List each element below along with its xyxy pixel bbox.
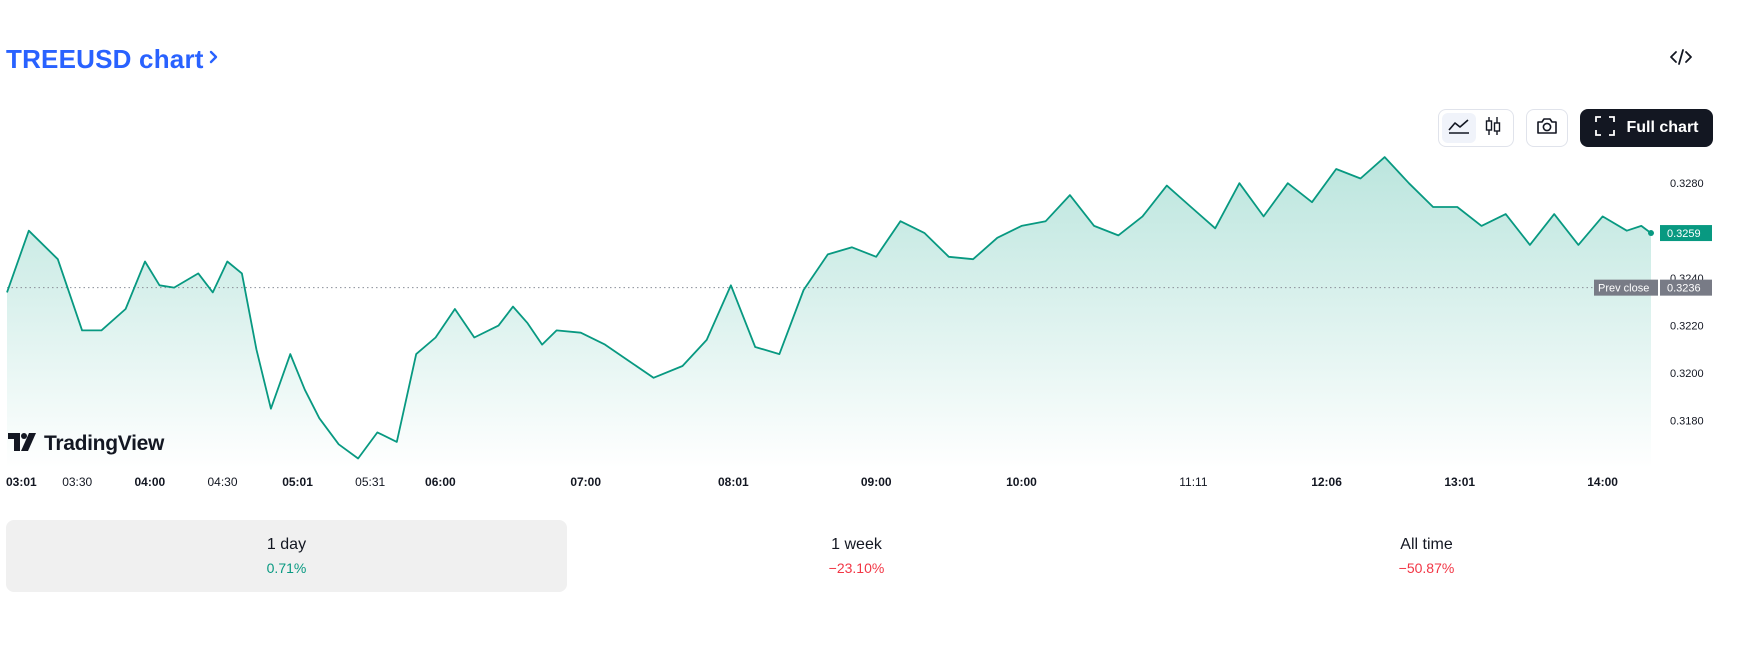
period-change: −23.10%: [828, 560, 885, 576]
chart-toolbar: Full chart: [1438, 109, 1713, 147]
area-chart-icon: [1447, 117, 1471, 140]
camera-icon: [1535, 116, 1559, 141]
y-tick-label: 0.3180: [1670, 416, 1704, 428]
period-label: All time: [1400, 536, 1453, 553]
x-tick-label: 05:01: [282, 475, 313, 489]
x-tick-label: 04:30: [207, 475, 237, 489]
embed-code-button[interactable]: [1668, 46, 1694, 72]
x-tick-label: 07:00: [570, 475, 601, 489]
x-tick-label: 08:01: [718, 475, 749, 489]
chart-title: TREEUSD chart: [6, 44, 204, 74]
period-change: −50.87%: [1398, 560, 1455, 576]
period-label: 1 week: [831, 536, 882, 553]
performance-periods: 1 day 0.71% 1 week −23.10% All time −50.…: [6, 520, 1716, 592]
line-chart-button[interactable]: [1442, 113, 1476, 143]
last-price-dot: [1648, 230, 1654, 237]
prev-close-badge: [1660, 279, 1712, 296]
x-tick-label: 14:00: [1587, 475, 1618, 489]
y-tick-label: 0.3280: [1670, 178, 1704, 190]
x-tick-label: 03:30: [62, 475, 92, 489]
x-tick-label: 10:00: [1006, 475, 1037, 489]
chart-style-switcher: [1438, 109, 1514, 147]
fullscreen-icon: [1594, 115, 1616, 142]
price-area: [7, 157, 1651, 468]
x-tick-label: 13:01: [1444, 475, 1475, 489]
last-price-badge: [1660, 225, 1712, 242]
prev-close-value: 0.3236: [1667, 283, 1701, 295]
code-embed-icon: [1669, 47, 1693, 72]
tradingview-logo-icon: [8, 432, 38, 456]
x-tick-label: 11:11: [1179, 475, 1208, 489]
x-tick-label: 09:00: [861, 475, 892, 489]
tradingview-logo-text: TradingView: [44, 432, 165, 455]
candlestick-icon: [1483, 115, 1503, 142]
x-tick-label: 04:00: [134, 475, 165, 489]
y-tick-label: 0.3220: [1670, 321, 1704, 333]
price-chart[interactable]: 0.31800.32000.32200.32400.32800.3259Prev…: [0, 150, 1743, 500]
period-1-week[interactable]: 1 week −23.10%: [576, 520, 1137, 592]
y-tick-label: 0.3200: [1670, 368, 1704, 380]
x-tick-label: 03:01: [6, 475, 37, 489]
chevron-right-icon: [208, 48, 220, 71]
period-change: 0.71%: [266, 560, 307, 576]
x-tick-label: 12:06: [1311, 475, 1342, 489]
period-1-day[interactable]: 1 day 0.71%: [6, 520, 567, 592]
snapshot-button[interactable]: [1526, 109, 1568, 147]
prev-close-tag: [1594, 279, 1658, 296]
last-price-label: 0.3259: [1667, 228, 1701, 240]
tradingview-logo[interactable]: TradingView: [8, 432, 164, 456]
x-tick-label: 06:00: [425, 475, 456, 489]
x-tick-label: 05:31: [355, 475, 385, 489]
period-all-time[interactable]: All time −50.87%: [1146, 520, 1707, 592]
chart-title-link[interactable]: TREEUSD chart: [6, 44, 220, 75]
candle-chart-button[interactable]: [1476, 113, 1510, 143]
period-label: 1 day: [266, 536, 307, 553]
full-chart-label: Full chart: [1626, 119, 1699, 136]
price-line: [6, 156, 1652, 460]
full-chart-button[interactable]: Full chart: [1580, 109, 1713, 147]
prev-close-label: Prev close: [1598, 283, 1649, 295]
